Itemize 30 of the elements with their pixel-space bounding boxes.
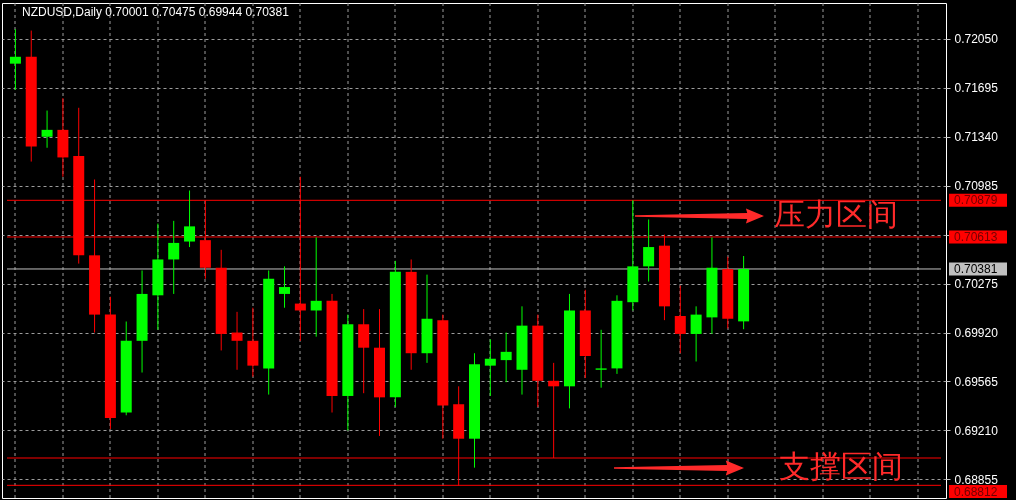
candlestick	[690, 305, 702, 362]
candlestick	[643, 218, 655, 283]
y-tick-label: 0.68855	[954, 472, 999, 487]
ref-line-label: 0.70879	[954, 193, 998, 208]
y-tick-label: 0.70275	[954, 277, 999, 292]
y-tick-label: 0.69920	[954, 326, 999, 341]
y-tick-label: 0.71340	[954, 130, 999, 145]
candlestick	[674, 285, 686, 354]
chart-title: NZDUSD,Daily 0.70001 0.70475 0.69944 0.70381	[22, 5, 290, 19]
candlestick	[279, 265, 291, 309]
candlestick	[358, 308, 370, 394]
candlestick	[500, 332, 512, 383]
y-tick-label: 0.71695	[954, 81, 999, 96]
candlestick	[231, 311, 243, 371]
y-tick-label: 0.70985	[954, 179, 999, 194]
y-tick-label: 0.69210	[954, 423, 999, 438]
candlestick	[168, 220, 180, 295]
candlestick	[595, 329, 607, 389]
candlestick	[9, 28, 21, 91]
candlestick	[184, 190, 196, 248]
annotation: 支撑区间	[779, 448, 903, 484]
candlestick	[484, 338, 496, 397]
y-tick-label: 0.72050	[954, 32, 999, 47]
ref-line-label: 0.70613	[954, 229, 998, 244]
y-tick-label: 0.69565	[954, 374, 999, 389]
candlestick	[41, 110, 53, 149]
ref-line-label: 0.68812	[954, 484, 998, 499]
annotation: 压力区间	[774, 196, 898, 232]
candlestick	[310, 236, 322, 338]
ref-line-label: 0.70381	[954, 261, 998, 276]
